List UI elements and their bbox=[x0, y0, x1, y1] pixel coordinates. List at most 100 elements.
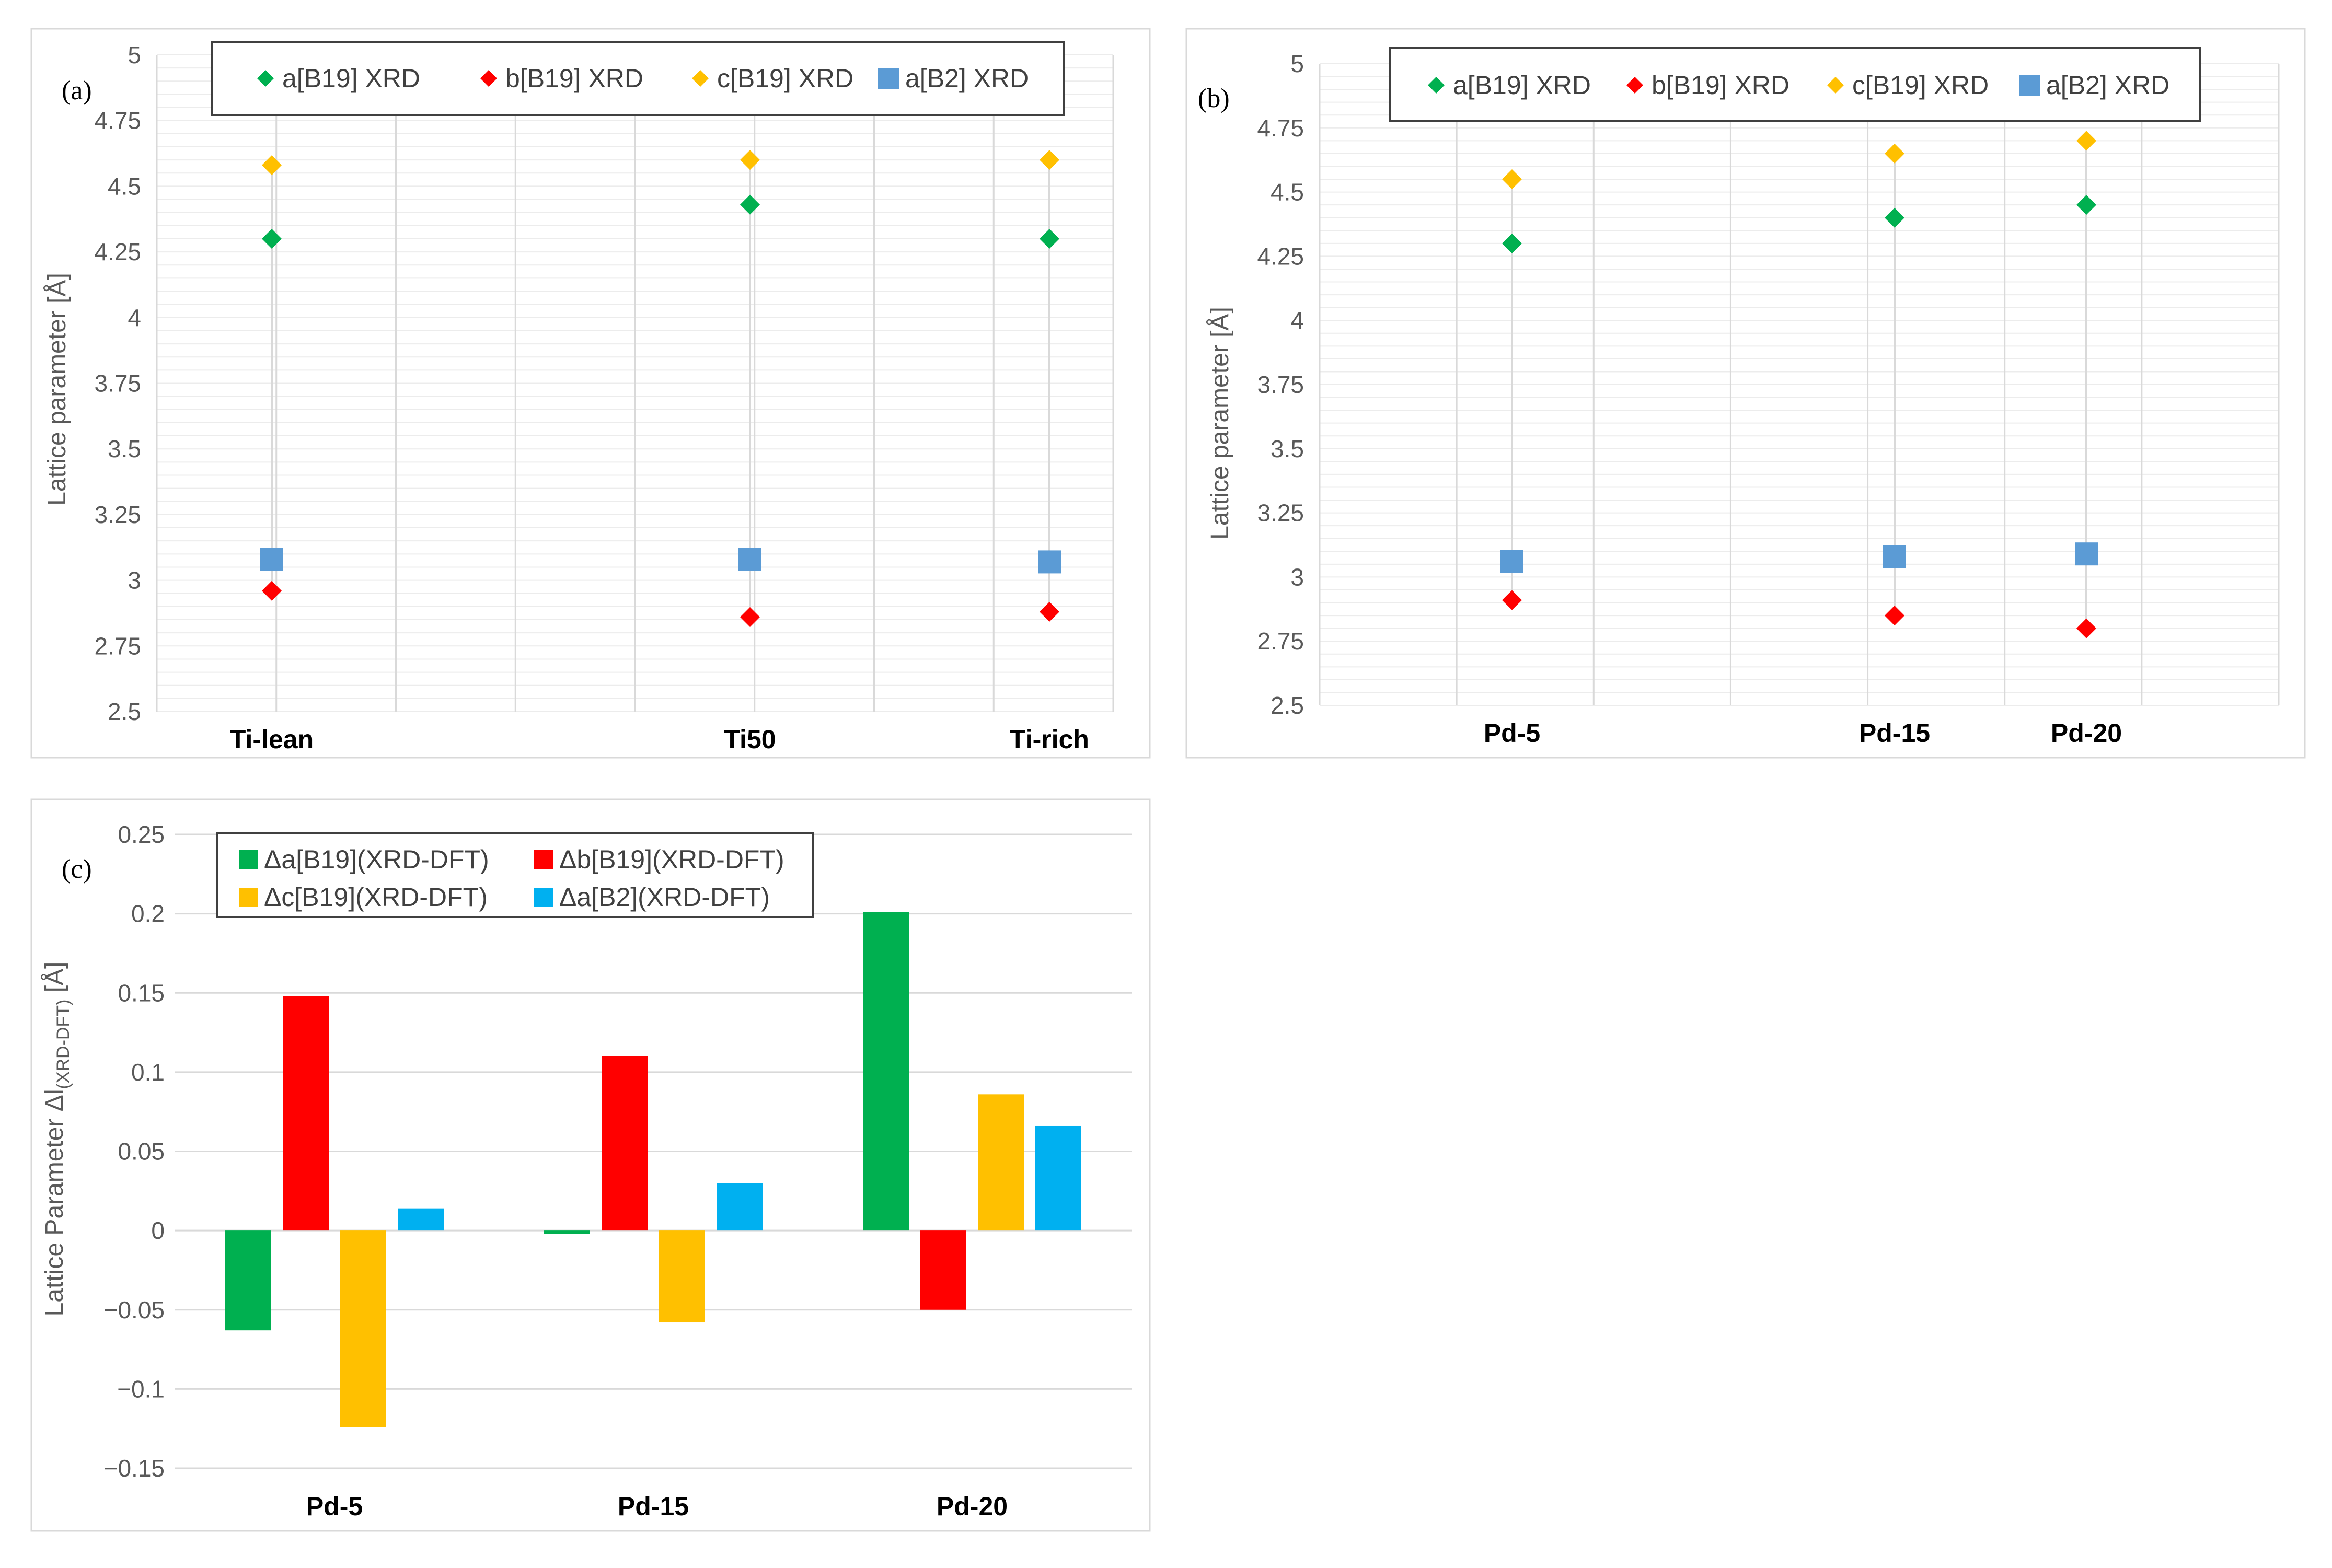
data-point-square bbox=[1883, 545, 1906, 568]
legend-swatch bbox=[534, 850, 553, 869]
x-category-label: Pd-20 bbox=[937, 1492, 1008, 1521]
legend-swatch-diamond bbox=[692, 70, 709, 87]
data-point-diamond bbox=[2076, 131, 2096, 151]
panel-a-legend-box bbox=[211, 41, 1065, 116]
y-tick-label: 0.05 bbox=[118, 1138, 165, 1165]
data-point-diamond bbox=[1502, 169, 1522, 190]
y-tick-label: 4.5 bbox=[1271, 179, 1304, 206]
data-point-diamond bbox=[1502, 590, 1522, 610]
legend-label: Δa[B2](XRD-DFT) bbox=[559, 882, 770, 912]
panel-b-frame bbox=[1185, 28, 2306, 759]
legend-label: Δa[B19](XRD-DFT) bbox=[264, 845, 489, 874]
panel-c-frame bbox=[30, 798, 1151, 1532]
data-point-diamond bbox=[262, 155, 282, 176]
panel-c-y-ticks: −0.15 −0.1 −0.05 0 0.05 0.1 0.15 0.2 0.25 bbox=[104, 821, 165, 1482]
legend-swatch bbox=[534, 888, 553, 907]
panel-c-legend-box bbox=[216, 832, 814, 918]
legend-label: a[B19] XRD bbox=[282, 64, 420, 93]
y-tick-label: 0 bbox=[151, 1217, 165, 1244]
data-point-diamond bbox=[1040, 228, 1059, 249]
panel-c-label: (c) bbox=[62, 854, 92, 884]
panel-c-y-axis-label-main: Lattice Parameter Δl bbox=[41, 1089, 68, 1316]
x-category-label: Ti-rich bbox=[1010, 725, 1089, 754]
panel-b-y-axis-label: Lattice parameter [Å] bbox=[1206, 307, 1234, 540]
bar bbox=[398, 1208, 444, 1231]
panel-a-label: (a) bbox=[62, 76, 92, 106]
y-tick-label: 4 bbox=[128, 304, 141, 331]
bar bbox=[920, 1230, 966, 1310]
y-tick-label: 4.25 bbox=[1257, 242, 1304, 270]
y-tick-label: 4.75 bbox=[1257, 114, 1304, 142]
x-category-label: Ti-lean bbox=[230, 725, 314, 754]
bar bbox=[340, 1230, 386, 1427]
data-point-diamond bbox=[740, 607, 760, 627]
panel-a-marks bbox=[260, 150, 1061, 627]
x-category-label: Pd-5 bbox=[306, 1492, 363, 1521]
y-tick-label: 5 bbox=[1290, 50, 1304, 77]
bar bbox=[863, 912, 909, 1231]
y-tick-label: 0.25 bbox=[118, 821, 165, 848]
panel-b-legend: a[B19] XRD b[B19] XRD c[B19] XRD a[B2] XRD bbox=[1428, 71, 2169, 100]
panel-a-frame bbox=[30, 28, 1151, 759]
data-point-diamond bbox=[1885, 143, 1904, 164]
data-point-square bbox=[1500, 550, 1523, 573]
y-tick-label: 4.25 bbox=[94, 238, 141, 265]
y-tick-label: 2.75 bbox=[1257, 628, 1304, 655]
y-tick-label: 2.5 bbox=[108, 698, 141, 725]
legend-label: c[B19] XRD bbox=[717, 64, 853, 93]
data-point-diamond bbox=[1885, 606, 1904, 626]
data-point-diamond bbox=[1040, 601, 1059, 622]
legend-swatch-diamond bbox=[1626, 77, 1643, 94]
legend-label: a[B19] XRD bbox=[1453, 71, 1591, 100]
bar bbox=[717, 1183, 763, 1231]
panel-c-legend: Δa[B19](XRD-DFT) Δb[B19](XRD-DFT) Δc[B19](… bbox=[239, 845, 784, 912]
data-point-diamond bbox=[740, 150, 760, 170]
bar bbox=[1035, 1125, 1081, 1231]
panel-b-label: (b) bbox=[1198, 84, 1230, 113]
data-point-diamond bbox=[740, 194, 760, 215]
panel-b-grid bbox=[1319, 63, 2280, 706]
y-tick-label: −0.1 bbox=[117, 1375, 165, 1402]
y-tick-label: 4.75 bbox=[94, 107, 141, 134]
y-tick-label: 4 bbox=[1290, 307, 1304, 334]
bar bbox=[283, 996, 329, 1231]
y-tick-label: 4.5 bbox=[108, 172, 141, 200]
panel-c-y-axis-label: Lattice Parameter Δl(XRD-DFT) [Å] bbox=[41, 962, 73, 1317]
data-point-diamond bbox=[262, 580, 282, 601]
x-category-label: Pd-15 bbox=[1859, 718, 1930, 748]
data-point-diamond bbox=[2076, 195, 2096, 215]
data-point-square bbox=[1038, 550, 1061, 574]
panel-c-marks bbox=[225, 912, 1081, 1427]
legend-swatch-diamond bbox=[257, 70, 274, 87]
panel-a-y-axis-label: Lattice parameter [Å] bbox=[43, 273, 71, 506]
y-tick-label: 0.2 bbox=[131, 900, 165, 927]
y-tick-label: −0.05 bbox=[104, 1296, 165, 1323]
y-tick-label: 2.75 bbox=[94, 632, 141, 659]
y-tick-label: 3.5 bbox=[108, 435, 141, 462]
data-point-diamond bbox=[1502, 233, 1522, 253]
data-point-diamond bbox=[1040, 150, 1059, 170]
panel-a-grid bbox=[156, 54, 1114, 712]
y-tick-label: 0.15 bbox=[118, 979, 165, 1006]
panel-b-legend-box bbox=[1389, 47, 2201, 122]
y-tick-label: 3.75 bbox=[1257, 371, 1304, 398]
data-point-diamond bbox=[262, 228, 282, 249]
legend-swatch bbox=[239, 888, 258, 907]
data-point-square bbox=[738, 548, 761, 571]
panel-a-y-ticks: 2.5 2.75 3 3.25 3.5 3.75 4 4.25 4.5 4.75 5 bbox=[94, 41, 141, 725]
data-point-square bbox=[2075, 542, 2098, 566]
legend-label: Δb[B19](XRD-DFT) bbox=[559, 845, 784, 874]
y-tick-label: 3 bbox=[1290, 563, 1304, 590]
legend-label: a[B2] XRD bbox=[2046, 71, 2169, 100]
panel-c-x-categories: Pd-5 Pd-15 Pd-20 bbox=[306, 1492, 1008, 1521]
y-tick-label: 5 bbox=[128, 41, 141, 68]
panel-a: 2.5 2.75 3 3.25 3.5 3.75 4 4.25 4.5 4.75 5 Ti-lean… bbox=[30, 28, 1151, 759]
bar bbox=[602, 1056, 648, 1231]
data-point-diamond bbox=[1885, 207, 1904, 228]
panel-c-y-axis-label-unit: [Å] bbox=[41, 962, 68, 1000]
y-tick-label: 3 bbox=[128, 567, 141, 594]
legend-label: a[B2] XRD bbox=[905, 64, 1029, 93]
